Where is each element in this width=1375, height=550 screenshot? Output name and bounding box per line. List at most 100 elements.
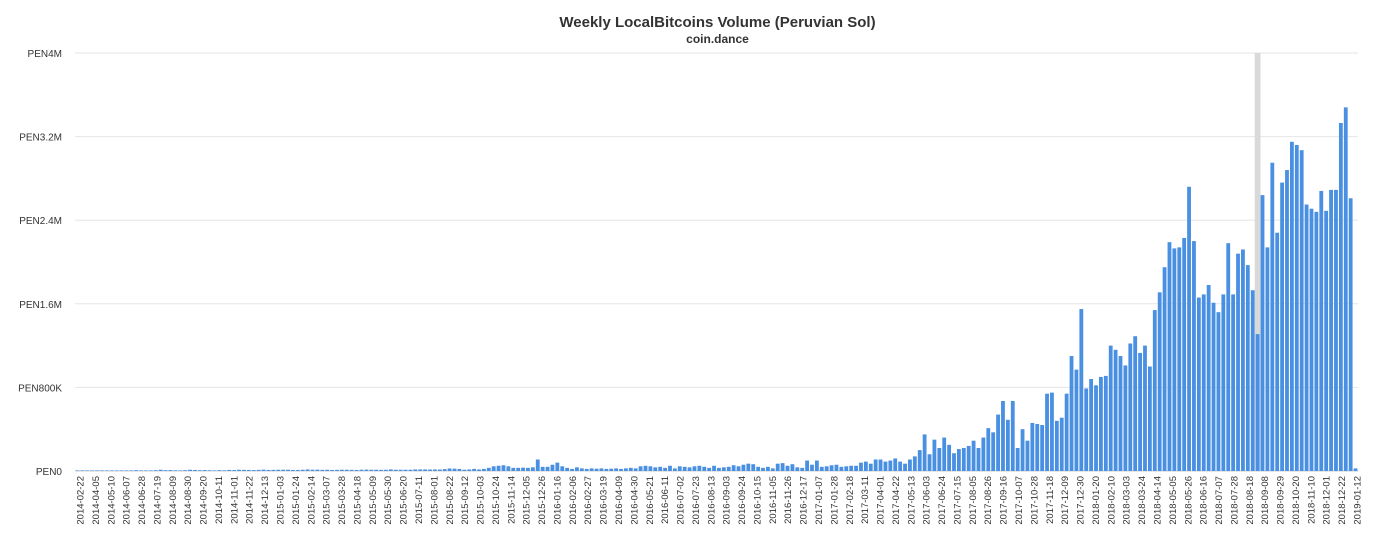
bar[interactable] [947,444,952,471]
bar[interactable] [619,468,623,471]
bar[interactable] [1260,195,1265,471]
bar[interactable] [1285,170,1289,472]
bar[interactable] [388,469,393,471]
bar[interactable] [873,459,878,471]
bar[interactable] [785,465,790,471]
bar[interactable] [1138,352,1142,471]
bar[interactable] [276,469,281,471]
bar[interactable] [1172,248,1177,471]
bar[interactable] [271,469,276,471]
bar[interactable] [638,466,643,471]
bar[interactable] [971,440,976,471]
bar[interactable] [795,467,800,471]
bar[interactable] [805,460,810,471]
bar[interactable] [1162,267,1167,471]
bar[interactable] [1221,294,1226,471]
bar[interactable] [834,464,839,471]
bar[interactable] [330,469,334,471]
bar[interactable] [178,470,183,471]
bar[interactable] [648,466,653,471]
bar[interactable] [863,461,868,471]
bar[interactable] [1304,204,1309,471]
bar[interactable] [849,465,854,471]
bar[interactable] [1167,242,1172,471]
bar[interactable] [109,470,114,471]
bar[interactable] [457,468,462,471]
bar[interactable] [491,466,496,471]
bar[interactable] [310,469,315,471]
bar[interactable] [717,467,721,471]
bar[interactable] [1177,247,1182,471]
bar[interactable] [922,434,927,471]
bar[interactable] [1299,150,1304,471]
bar[interactable] [1079,309,1084,471]
bar[interactable] [349,469,354,471]
bar[interactable] [339,469,344,471]
bar[interactable] [305,469,310,471]
bar[interactable] [286,469,290,471]
bar[interactable] [408,469,413,471]
bar[interactable] [1040,425,1045,471]
bar[interactable] [912,456,917,471]
bar[interactable] [1045,393,1049,471]
bar[interactable] [761,467,765,471]
bar[interactable] [359,469,364,471]
bar[interactable] [393,469,398,471]
bar[interactable] [1020,429,1025,471]
bar[interactable] [756,466,761,471]
bar[interactable] [163,470,168,471]
bar[interactable] [442,469,447,471]
bar[interactable] [1128,343,1133,471]
bar[interactable] [707,467,712,471]
bar[interactable] [633,468,638,471]
bar[interactable] [472,468,477,471]
bar[interactable] [1206,284,1211,471]
bar[interactable] [1035,423,1040,471]
bar[interactable] [1074,369,1079,471]
bar[interactable] [658,466,663,471]
bar[interactable] [511,467,516,471]
bar[interactable] [374,469,379,471]
bar[interactable] [315,469,320,471]
bar[interactable] [712,465,716,471]
bar[interactable] [104,470,109,471]
bar[interactable] [1270,162,1275,471]
bar[interactable] [986,428,991,471]
bar[interactable] [1187,186,1191,471]
bar[interactable] [168,470,173,471]
bar[interactable] [232,470,237,471]
bar[interactable] [766,466,770,471]
bar[interactable] [819,466,824,471]
bar[interactable] [535,459,540,471]
bar[interactable] [144,470,148,471]
bar[interactable] [1030,422,1035,471]
bar[interactable] [354,469,359,471]
bar[interactable] [1343,107,1348,471]
bar[interactable] [800,467,805,471]
bar[interactable] [981,437,986,471]
bar[interactable] [814,460,819,471]
bar[interactable] [158,469,163,471]
bar[interactable] [173,470,178,471]
bar[interactable] [403,469,408,471]
bar[interactable] [423,469,428,471]
bar[interactable] [1255,334,1260,471]
bar[interactable] [550,464,555,471]
bar[interactable] [903,463,907,471]
bar[interactable] [751,464,756,471]
bar[interactable] [227,469,232,471]
bar[interactable] [217,470,222,471]
bar[interactable] [188,469,192,471]
bar[interactable] [1265,247,1270,471]
bar[interactable] [95,470,99,471]
bar[interactable] [486,467,491,471]
bar[interactable] [575,467,579,471]
bar[interactable] [462,469,467,471]
bar[interactable] [829,465,834,471]
bar[interactable] [893,458,898,471]
bar[interactable] [452,468,457,471]
bar[interactable] [526,467,530,471]
bar[interactable] [501,465,506,471]
bar[interactable] [246,469,251,471]
bar[interactable] [1001,400,1005,471]
